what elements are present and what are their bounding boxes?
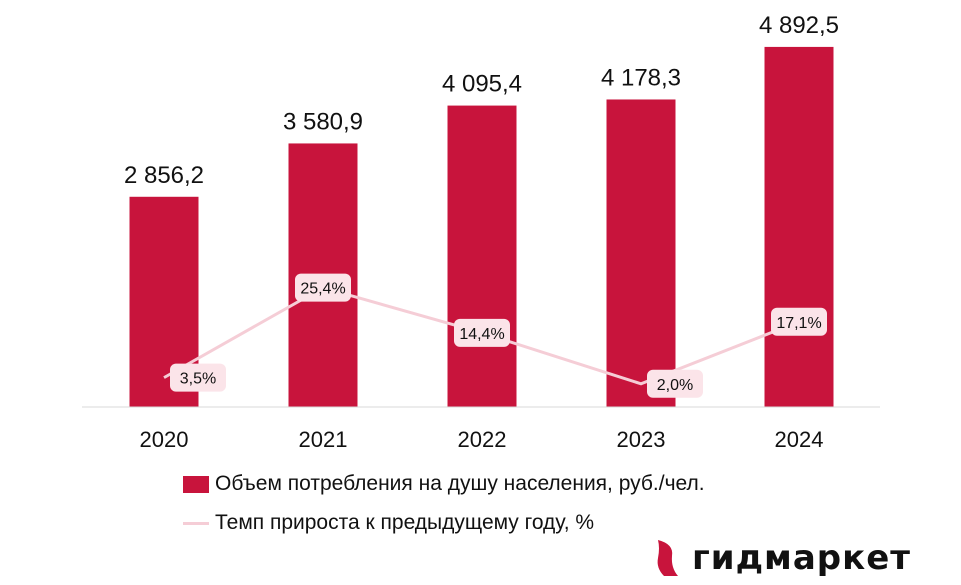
growth-label-text: 14,4% (459, 326, 504, 343)
x-tick-label-2023: 2023 (617, 427, 666, 452)
bar-value-label-2022: 4 095,4 (442, 71, 522, 98)
growth-label-2021: 25,4% (295, 273, 351, 302)
growth-label-text: 3,5% (180, 371, 216, 388)
legend-item-line: Темп прироста к предыдущему году, % (183, 511, 594, 535)
x-tick-label-2024: 2024 (775, 427, 824, 452)
growth-label-box (771, 307, 827, 336)
growth-label-box (454, 318, 510, 347)
bar-2024 (764, 46, 834, 408)
chart: 2 856,2 3 580,9 4 095,4 4 178,3 4 892,5 2020… (82, 12, 880, 452)
bar-value-label-2024: 4 892,5 (759, 12, 839, 39)
growth-label-box (295, 273, 351, 302)
bar-value-label-2020: 2 856,2 (124, 162, 204, 189)
growth-label-text: 2,0% (657, 377, 693, 394)
growth-label-2022: 14,4% (454, 318, 510, 347)
logo-mark-icon (657, 540, 678, 576)
growth-label-text: 25,4% (300, 281, 345, 298)
bar-value-label-2023: 4 178,3 (601, 64, 681, 91)
x-tick-label-2022: 2022 (458, 427, 507, 452)
legend-line-label: Темп прироста к предыдущему году, % (215, 511, 595, 534)
bar-2022 (447, 105, 517, 408)
x-tick-label-2021: 2021 (299, 427, 348, 452)
growth-label-box (170, 363, 226, 392)
growth-label-box (647, 369, 703, 398)
bar-value-label-2021: 3 580,9 (283, 108, 363, 135)
legend-bar-label: Объем потребления на душу населения, руб… (215, 472, 705, 495)
growth-label-2024: 17,1% (771, 307, 827, 336)
x-tick-label-2020: 2020 (140, 427, 189, 452)
growth-label-2020: 3,5% (170, 363, 226, 392)
logo-text: гидмаркет (692, 538, 911, 578)
legend-line-swatch (183, 521, 209, 525)
legend-bar-swatch (183, 475, 209, 493)
logo: гидмаркет (652, 538, 911, 578)
growth-label-text: 17,1% (776, 315, 821, 332)
legend-item-bars: Объем потребления на душу населения, руб… (183, 472, 705, 496)
growth-label-2023: 2,0% (647, 369, 703, 398)
bar-2023 (606, 99, 676, 408)
